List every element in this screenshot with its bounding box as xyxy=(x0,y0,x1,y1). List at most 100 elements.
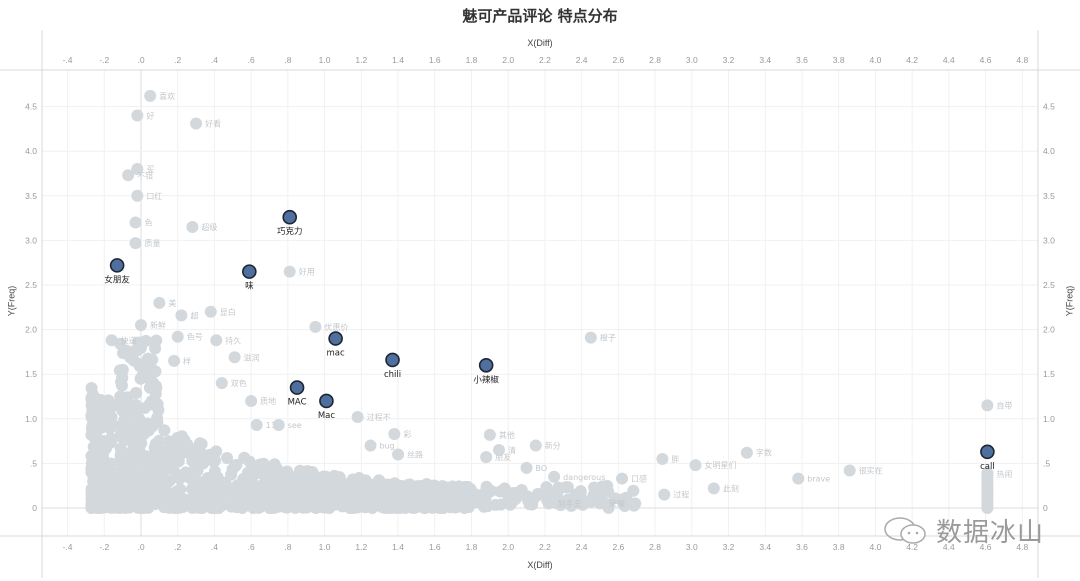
x-axis-title-top: X(Diff) xyxy=(527,38,553,48)
svg-text:4.5: 4.5 xyxy=(25,102,37,112)
svg-text:质量: 质量 xyxy=(144,238,160,248)
svg-text:色号: 色号 xyxy=(187,332,203,342)
svg-text:好: 好 xyxy=(146,111,154,121)
svg-text:-.4: -.4 xyxy=(63,542,73,552)
svg-text:4.2: 4.2 xyxy=(906,55,918,65)
svg-text:1.8: 1.8 xyxy=(466,542,478,552)
svg-text:dangerous: dangerous xyxy=(563,473,605,482)
axis-frame xyxy=(0,30,1080,578)
svg-text:丝路: 丝路 xyxy=(407,449,423,459)
svg-text:-.2: -.2 xyxy=(99,55,109,65)
svg-text:2.4: 2.4 xyxy=(576,55,588,65)
svg-text:新鲜: 新鲜 xyxy=(150,320,166,330)
svg-text:不错: 不错 xyxy=(137,170,153,180)
svg-text:巧克力: 巧克力 xyxy=(277,226,303,237)
svg-text:2.5: 2.5 xyxy=(25,280,37,290)
svg-text:自带: 自带 xyxy=(996,400,1012,410)
watermark-text: 数据冰山 xyxy=(936,518,1045,548)
highlighted-point: Mac xyxy=(318,393,335,421)
svg-text:0: 0 xyxy=(32,503,37,513)
highlighted-point: 巧克力 xyxy=(277,209,303,237)
chart-title: 魅可产品评论 特点分布 xyxy=(462,7,618,25)
svg-text:此刻: 此刻 xyxy=(723,483,739,493)
svg-text:热闹: 热闹 xyxy=(996,469,1012,479)
svg-text:小辣椒: 小辣椒 xyxy=(473,374,499,385)
svg-text:买: 买 xyxy=(146,165,154,174)
svg-text:2.4: 2.4 xyxy=(576,542,588,552)
svg-text:清: 清 xyxy=(508,445,516,455)
svg-text:2.0: 2.0 xyxy=(25,325,37,335)
svg-text:11: 11 xyxy=(266,421,276,430)
svg-text:2.0: 2.0 xyxy=(1043,325,1055,335)
svg-text:很实在: 很实在 xyxy=(859,466,883,476)
svg-text:0: 0 xyxy=(1043,503,1048,513)
svg-text:2.6: 2.6 xyxy=(612,55,624,65)
svg-text:3.0: 3.0 xyxy=(686,55,698,65)
wechat-bubble-icon xyxy=(884,516,926,544)
svg-text:2.0: 2.0 xyxy=(502,55,514,65)
svg-text:2.8: 2.8 xyxy=(649,542,661,552)
svg-text:4.4: 4.4 xyxy=(943,542,955,552)
svg-text:1.6: 1.6 xyxy=(429,542,441,552)
highlighted-point: mac xyxy=(327,331,345,359)
svg-text:1.0: 1.0 xyxy=(1043,414,1055,424)
svg-text:3.5: 3.5 xyxy=(25,191,37,201)
svg-text:4.0: 4.0 xyxy=(869,542,881,552)
svg-text:-.2: -.2 xyxy=(99,542,109,552)
svg-text:3.4: 3.4 xyxy=(759,55,771,65)
svg-text:.0: .0 xyxy=(137,55,144,65)
svg-text:质地: 质地 xyxy=(260,396,276,406)
svg-text:样: 样 xyxy=(183,356,191,366)
svg-text:字数: 字数 xyxy=(756,448,772,458)
svg-text:3.6: 3.6 xyxy=(796,542,808,552)
svg-text:.4: .4 xyxy=(211,55,218,65)
svg-text:2.2: 2.2 xyxy=(539,542,551,552)
svg-text:4.0: 4.0 xyxy=(869,55,881,65)
svg-text:喜欢: 喜欢 xyxy=(159,91,175,101)
highlighted-point: call xyxy=(980,444,995,472)
svg-text:3.2: 3.2 xyxy=(723,542,735,552)
svg-text:橙子: 橙子 xyxy=(600,333,616,343)
svg-text:2.8: 2.8 xyxy=(649,55,661,65)
axis-ticks: -.4 -.4 -.2 -.2 .0 .0 .2 .2 .4 .4 .6 .6 .8 .8 1.0 1.0 1.… xyxy=(25,55,1055,552)
svg-text:.2: .2 xyxy=(174,55,181,65)
svg-text:双色: 双色 xyxy=(231,378,247,388)
svg-text:过程不: 过程不 xyxy=(367,412,391,422)
svg-text:1.5: 1.5 xyxy=(25,369,37,379)
svg-text:4.6: 4.6 xyxy=(980,55,992,65)
svg-text:好用: 好用 xyxy=(299,267,315,277)
svg-text:3.0: 3.0 xyxy=(686,542,698,552)
svg-text:味: 味 xyxy=(245,281,254,292)
highlighted-point: chili xyxy=(384,352,401,380)
svg-text:1.5: 1.5 xyxy=(1043,369,1055,379)
svg-text:其他: 其他 xyxy=(499,430,515,440)
highlighted-point: MAC xyxy=(288,380,307,408)
svg-text:朋友: 朋友 xyxy=(495,452,511,462)
svg-text:-.4: -.4 xyxy=(63,55,73,65)
svg-text:美: 美 xyxy=(168,298,176,308)
svg-text:.8: .8 xyxy=(284,55,291,65)
svg-text:新分: 新分 xyxy=(545,441,561,451)
svg-text:3.8: 3.8 xyxy=(833,55,845,65)
svg-text:BO: BO xyxy=(536,464,548,473)
svg-text:bug: bug xyxy=(380,442,395,451)
unlabeled-point-cluster xyxy=(85,334,994,514)
svg-text:4.0: 4.0 xyxy=(1043,146,1055,156)
svg-text:1.6: 1.6 xyxy=(429,55,441,65)
svg-text:4.4: 4.4 xyxy=(943,55,955,65)
svg-text:4.2: 4.2 xyxy=(906,542,918,552)
svg-text:过程: 过程 xyxy=(673,490,689,500)
svg-text:.0: .0 xyxy=(137,542,144,552)
svg-text:4.0: 4.0 xyxy=(25,146,37,156)
svg-text:4.8: 4.8 xyxy=(1016,542,1028,552)
svg-text:4.5: 4.5 xyxy=(1043,102,1055,112)
x-axis-title-bottom: X(Diff) xyxy=(527,560,553,570)
svg-text:3.6: 3.6 xyxy=(796,55,808,65)
svg-text:超: 超 xyxy=(190,310,198,320)
svg-text:.4: .4 xyxy=(211,542,218,552)
svg-text:chili: chili xyxy=(384,370,401,380)
svg-text:.5: .5 xyxy=(30,458,37,468)
svg-text:超级: 超级 xyxy=(201,222,217,232)
